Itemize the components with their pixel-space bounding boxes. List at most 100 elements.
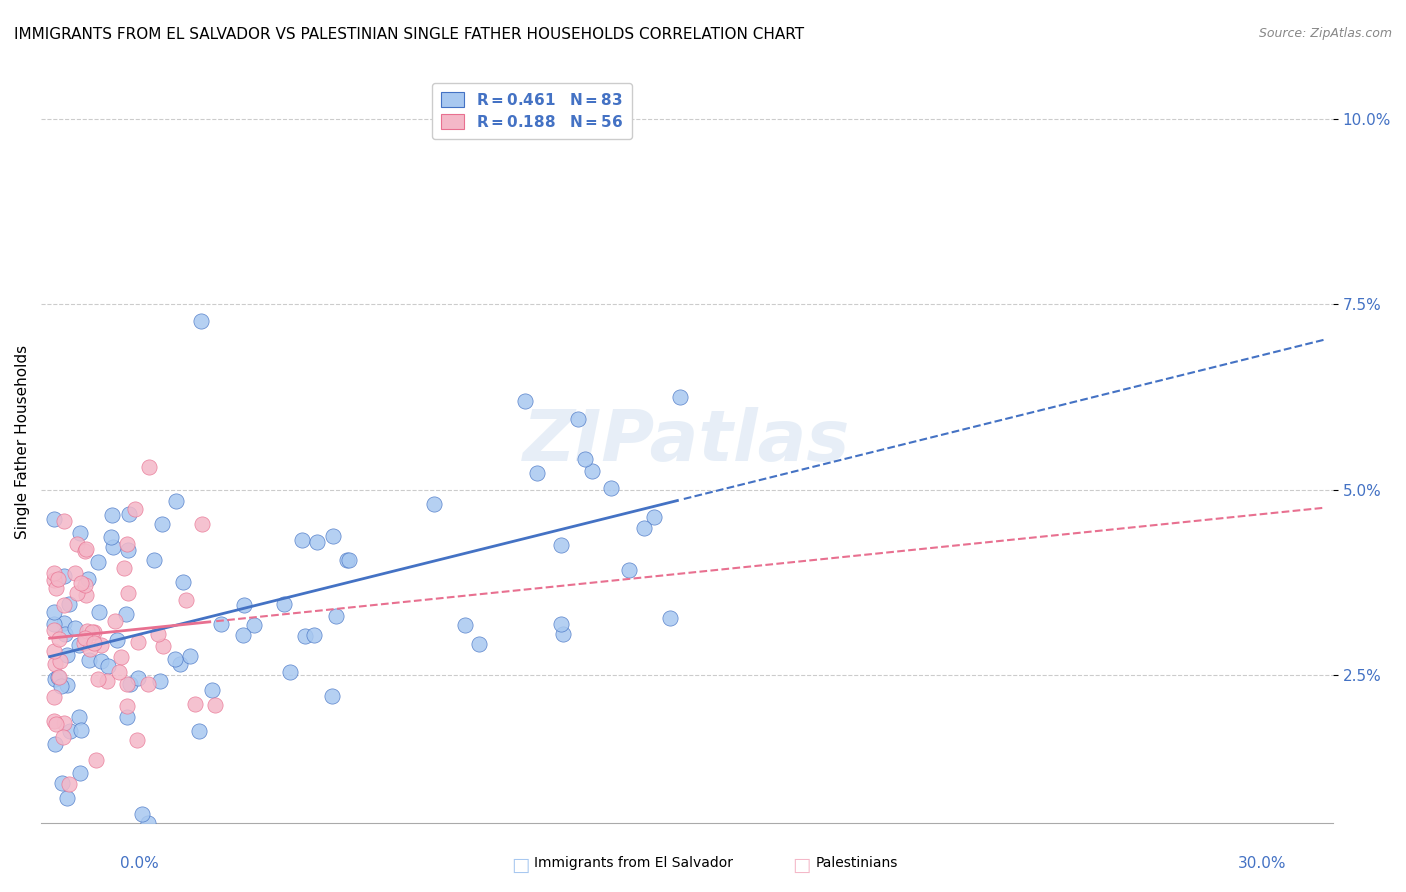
Point <box>550 538 572 552</box>
Point <box>52 730 75 744</box>
Point <box>77 572 100 586</box>
Point <box>79 653 101 667</box>
Point <box>59 723 82 738</box>
Point <box>90 654 112 668</box>
Point <box>242 618 264 632</box>
Point <box>633 521 655 535</box>
Point <box>49 679 72 693</box>
Point <box>233 599 256 613</box>
Point <box>44 657 66 672</box>
Point <box>56 791 79 805</box>
Point <box>423 496 446 510</box>
Point <box>52 598 75 612</box>
Point <box>104 614 127 628</box>
Y-axis label: Single Father Households: Single Father Households <box>15 344 30 539</box>
Point <box>550 617 572 632</box>
Point <box>321 689 343 703</box>
Point <box>273 598 295 612</box>
Point <box>83 624 105 639</box>
Point <box>174 593 197 607</box>
Point <box>105 633 128 648</box>
Point <box>127 635 149 649</box>
Point <box>567 412 589 426</box>
Point <box>45 716 67 731</box>
Point <box>66 586 89 600</box>
Point <box>581 464 603 478</box>
Point <box>179 649 201 664</box>
Point <box>468 637 491 651</box>
Point <box>48 670 70 684</box>
Text: IMMIGRANTS FROM EL SALVADOR VS PALESTINIAN SINGLE FATHER HOUSEHOLDS CORRELATION : IMMIGRANTS FROM EL SALVADOR VS PALESTINI… <box>14 27 804 42</box>
Point <box>42 605 65 619</box>
Point <box>201 683 224 698</box>
Point <box>69 765 91 780</box>
Point <box>117 536 139 550</box>
Point <box>96 674 118 689</box>
Point <box>51 776 73 790</box>
Point <box>73 636 96 650</box>
Point <box>58 777 80 791</box>
Point <box>90 638 112 652</box>
Point <box>143 553 166 567</box>
Point <box>70 723 93 738</box>
Point <box>117 543 139 558</box>
Point <box>86 556 108 570</box>
Point <box>337 553 360 567</box>
Point <box>44 672 66 686</box>
Point <box>66 537 89 551</box>
Point <box>100 530 122 544</box>
Point <box>190 314 212 328</box>
Point <box>42 566 65 581</box>
Point <box>67 710 90 724</box>
Point <box>53 616 76 631</box>
Point <box>70 576 93 591</box>
Point <box>75 541 97 556</box>
Point <box>304 628 326 642</box>
Point <box>65 566 87 581</box>
Legend: $\mathbf{R = 0.461}$   $\mathbf{N = 83}$, $\mathbf{R = 0.188}$   $\mathbf{N = 56: $\mathbf{R = 0.461}$ $\mathbf{N = 83}$, … <box>432 83 633 139</box>
Point <box>97 659 120 673</box>
Point <box>42 617 65 632</box>
Point <box>148 627 170 641</box>
Point <box>76 624 98 638</box>
Point <box>42 690 65 705</box>
Point <box>87 673 110 687</box>
Point <box>108 665 131 679</box>
Point <box>67 638 90 652</box>
Point <box>42 623 65 637</box>
Point <box>69 526 91 541</box>
Point <box>46 670 69 684</box>
Point <box>112 561 135 575</box>
Point <box>617 563 640 577</box>
Point <box>124 501 146 516</box>
Point <box>574 451 596 466</box>
Point <box>165 652 187 666</box>
Point <box>75 544 97 558</box>
Point <box>307 534 329 549</box>
Text: Palestinians: Palestinians <box>815 856 898 871</box>
Text: □: □ <box>792 856 811 875</box>
Point <box>172 575 194 590</box>
Point <box>183 697 205 711</box>
Point <box>52 716 75 731</box>
Point <box>75 631 97 645</box>
Text: □: □ <box>510 856 530 875</box>
Point <box>325 608 347 623</box>
Point <box>115 677 138 691</box>
Point <box>48 654 70 668</box>
Point <box>152 639 174 653</box>
Point <box>513 394 536 409</box>
Point <box>56 648 79 662</box>
Point <box>46 572 69 586</box>
Point <box>190 516 212 531</box>
Point <box>53 514 76 528</box>
Point <box>115 699 138 714</box>
Point <box>42 512 65 526</box>
Point <box>110 649 132 664</box>
Point <box>101 508 124 522</box>
Point <box>294 629 316 643</box>
Text: Immigrants from El Salvador: Immigrants from El Salvador <box>534 856 734 871</box>
Point <box>63 622 86 636</box>
Point <box>118 507 141 521</box>
Point <box>79 641 101 656</box>
